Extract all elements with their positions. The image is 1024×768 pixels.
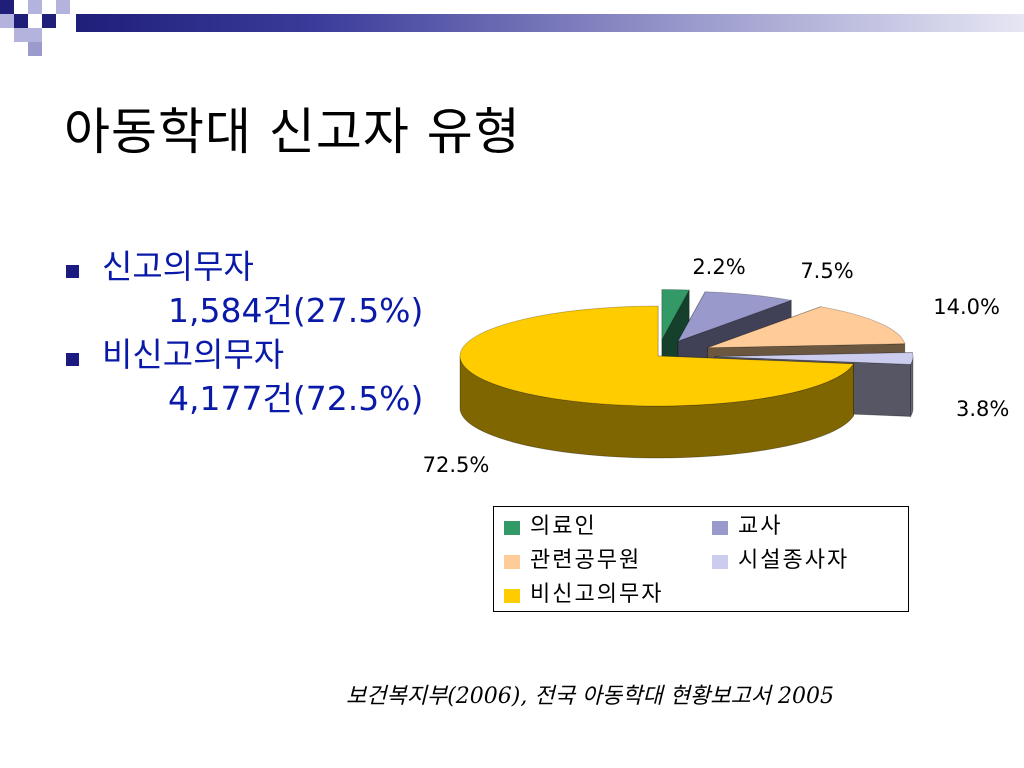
slice-top [677,291,793,342]
slice-data-label: 7.5% [800,259,853,283]
legend-swatch [712,521,728,535]
legend-label: 의료인 [530,514,597,539]
slice-top [707,306,906,349]
bullet-value: 1,584건(27.5%) [168,291,424,330]
header-gradient-bar [76,14,1024,32]
bullet-square-icon [66,265,79,278]
slide-title: 아동학대 신고자 유형 [64,103,521,161]
slice-outer-wall [910,356,914,418]
bullet-label: 비신고의무자 [102,335,285,374]
legend-label: 관련공무원 [530,548,642,573]
legend-label: 교사 [738,514,783,539]
legend-label: 비신고의무자 [530,582,664,607]
slice-data-label: 14.0% [933,295,1000,319]
slice-data-label: 72.5% [423,453,490,477]
chart-legend: 의료인 교사 관련공무원 시설종사자 비신고의무자 [493,506,909,612]
corner-checker-decoration [0,0,90,70]
slice-data-label: 3.8% [956,397,1009,421]
legend-swatch [504,589,520,603]
legend-swatch [504,555,520,569]
bullet-item: 비신고의무자 4,177건(72.5%) [60,333,423,421]
bullet-square-icon [66,353,79,366]
slice-top [459,305,855,407]
bullet-item: 신고의무자 1,584건(27.5%) [60,245,423,333]
bullet-value: 4,177건(72.5%) [168,379,424,418]
slice-top [661,289,690,340]
bullet-list: 신고의무자 1,584건(27.5%) 비신고의무자 4,177건(72.5%) [60,245,423,421]
legend-swatch [504,521,520,535]
pie-slice-5 [459,305,855,459]
slice-data-label: 2.2% [692,255,745,279]
source-citation: 보건복지부(2006), 전국 아동학대 현황보고서 2005 [346,684,834,709]
slice-top [714,352,914,365]
bullet-label: 신고의무자 [102,247,254,286]
pie-chart: 2.2% 7.5% 14.0% 3.8% 72.5% [423,255,1010,477]
legend-swatch [712,555,728,569]
legend-label: 시설종사자 [738,548,850,573]
